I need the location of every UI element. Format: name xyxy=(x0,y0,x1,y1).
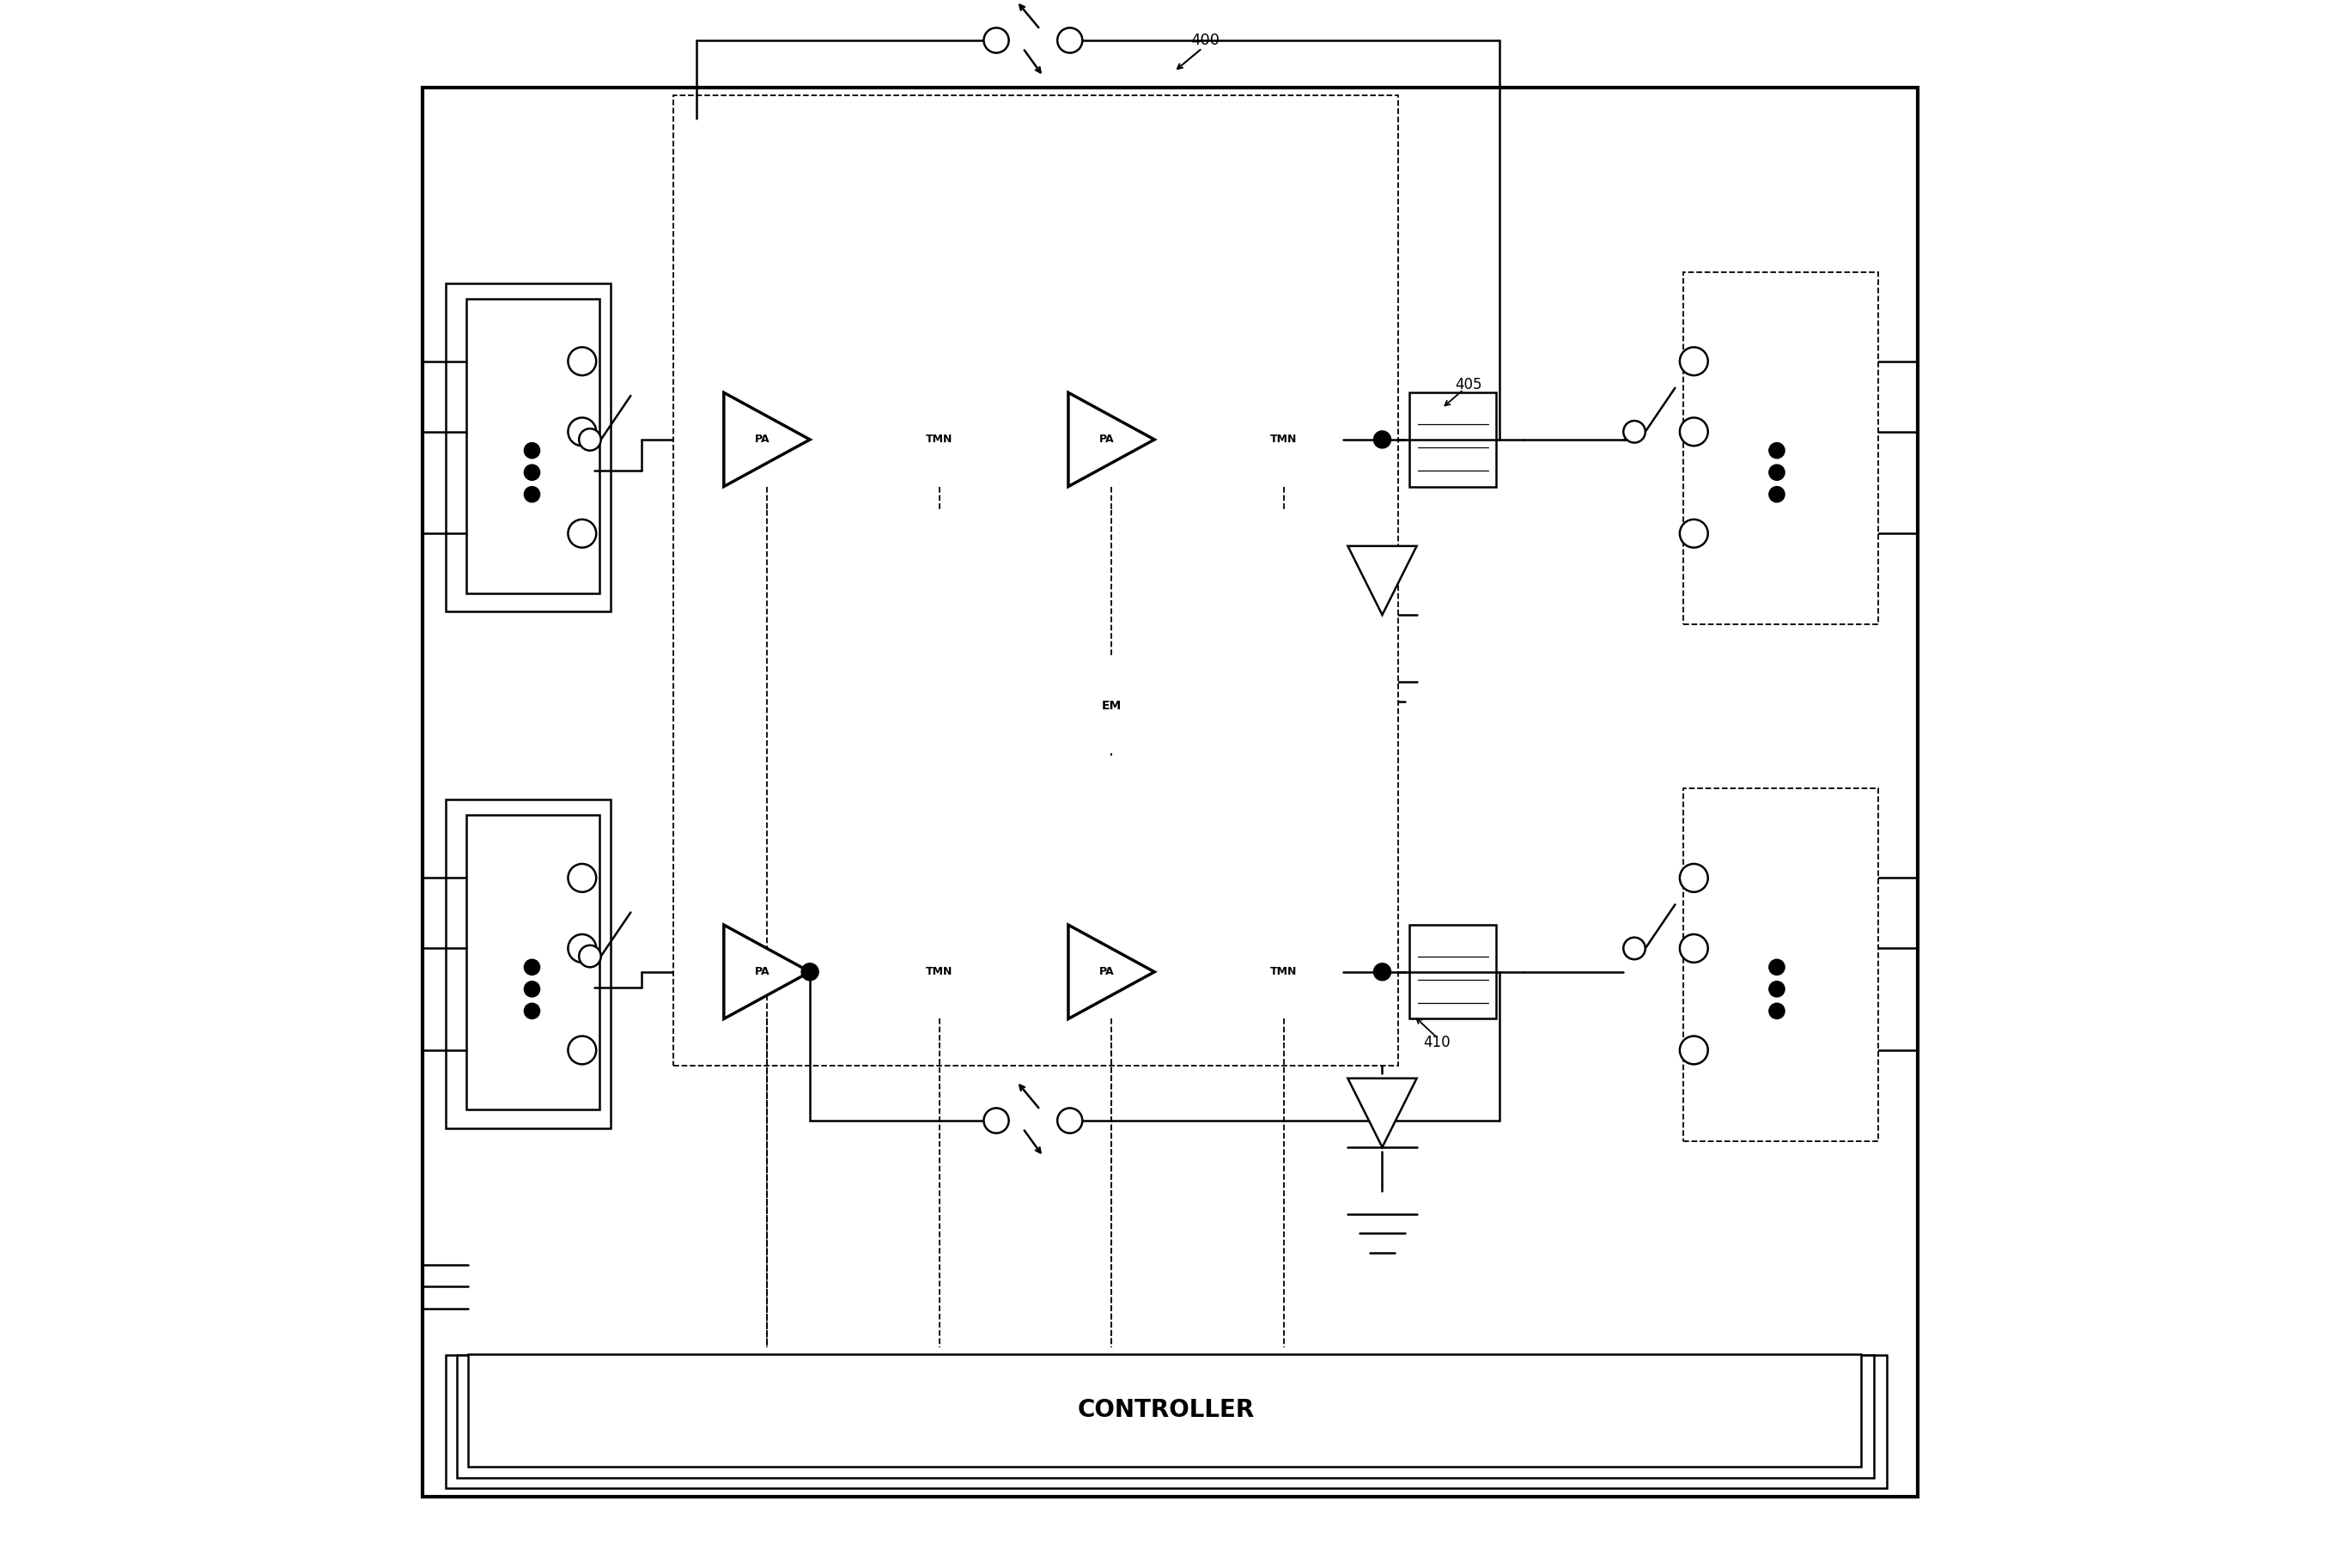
Circle shape xyxy=(984,1109,1010,1134)
Text: PA: PA xyxy=(754,966,770,977)
Text: PA: PA xyxy=(1099,434,1115,445)
Text: CONTROLLER: CONTROLLER xyxy=(1078,1399,1254,1422)
Bar xyxy=(888,928,991,1014)
Circle shape xyxy=(1679,1036,1707,1065)
Circle shape xyxy=(568,935,596,963)
Text: 400: 400 xyxy=(1190,33,1221,49)
Text: TMN: TMN xyxy=(1270,434,1296,445)
Text: TMN: TMN xyxy=(925,966,953,977)
Text: PA: PA xyxy=(754,434,770,445)
Circle shape xyxy=(1374,431,1390,448)
Bar xyxy=(697,753,1374,1043)
Bar xyxy=(446,800,610,1129)
Bar xyxy=(1233,397,1334,483)
Text: EM: EM xyxy=(1101,699,1122,712)
Circle shape xyxy=(580,428,601,450)
Circle shape xyxy=(1679,864,1707,892)
Bar xyxy=(446,282,610,612)
Circle shape xyxy=(568,864,596,892)
Circle shape xyxy=(1768,982,1784,997)
Circle shape xyxy=(524,1004,540,1019)
Bar xyxy=(1684,271,1878,624)
Circle shape xyxy=(1768,1004,1784,1019)
Circle shape xyxy=(1374,963,1390,980)
Circle shape xyxy=(1057,28,1082,53)
Circle shape xyxy=(568,347,596,375)
Polygon shape xyxy=(723,392,810,486)
Circle shape xyxy=(1679,347,1707,375)
Circle shape xyxy=(568,519,596,547)
Polygon shape xyxy=(1348,546,1416,615)
Bar xyxy=(1409,925,1496,1019)
Text: TMN: TMN xyxy=(925,434,953,445)
Text: 410: 410 xyxy=(1423,1035,1451,1051)
Bar xyxy=(1684,789,1878,1142)
Circle shape xyxy=(801,963,819,980)
Circle shape xyxy=(524,982,540,997)
Bar xyxy=(467,1353,1862,1466)
Bar xyxy=(458,1355,1874,1477)
Circle shape xyxy=(568,417,596,445)
Circle shape xyxy=(568,1036,596,1065)
Bar xyxy=(697,119,1374,510)
Bar xyxy=(1409,392,1496,486)
Polygon shape xyxy=(1068,392,1155,486)
Circle shape xyxy=(524,960,540,975)
Bar xyxy=(1693,298,1857,593)
Circle shape xyxy=(1679,417,1707,445)
Bar xyxy=(467,815,599,1110)
Text: 405: 405 xyxy=(1456,376,1482,392)
Bar xyxy=(1693,815,1857,1110)
Circle shape xyxy=(1679,519,1707,547)
Circle shape xyxy=(1622,420,1646,442)
Bar xyxy=(674,96,1397,1066)
Polygon shape xyxy=(1348,1079,1416,1148)
Circle shape xyxy=(524,442,540,458)
Bar xyxy=(888,397,991,483)
Bar xyxy=(1050,655,1174,756)
Circle shape xyxy=(1768,442,1784,458)
Circle shape xyxy=(1768,486,1784,502)
Circle shape xyxy=(524,464,540,480)
Circle shape xyxy=(1679,935,1707,963)
Circle shape xyxy=(524,486,540,502)
Text: TMN: TMN xyxy=(1270,966,1296,977)
Text: PA: PA xyxy=(1099,966,1115,977)
Circle shape xyxy=(984,28,1010,53)
Circle shape xyxy=(1768,464,1784,480)
Circle shape xyxy=(1622,938,1646,960)
Bar xyxy=(1714,800,1855,1129)
Circle shape xyxy=(1057,1109,1082,1134)
Polygon shape xyxy=(1068,925,1155,1019)
Bar xyxy=(446,1355,1885,1488)
Polygon shape xyxy=(723,925,810,1019)
Bar xyxy=(1233,928,1334,1014)
Circle shape xyxy=(1768,960,1784,975)
Bar xyxy=(467,298,599,593)
Circle shape xyxy=(580,946,601,967)
Bar xyxy=(1714,282,1855,612)
